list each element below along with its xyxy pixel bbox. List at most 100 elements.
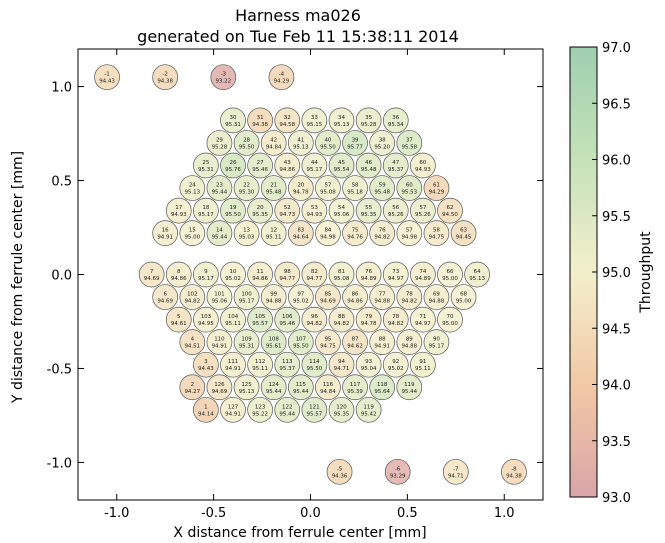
fiber-circle bbox=[355, 306, 382, 333]
fiber-number-label: -7 bbox=[453, 466, 459, 472]
fiber-circle bbox=[342, 175, 368, 201]
fiber-circle bbox=[369, 284, 396, 310]
fiber-number-label: 43 bbox=[284, 160, 291, 166]
fiber-value-label: 94.91 bbox=[225, 411, 241, 417]
fiber-value-label: 94.91 bbox=[212, 344, 228, 350]
colorbar-tick-label: 94.5 bbox=[602, 322, 631, 337]
fiber-circle bbox=[274, 396, 301, 423]
fiber-number-label: 41 bbox=[297, 137, 304, 143]
fiber-number-label: 86 bbox=[352, 292, 359, 298]
fiber-value-label: 94.62 bbox=[347, 344, 363, 350]
fiber-circle bbox=[382, 351, 409, 378]
fiber-value-label: 94.38 bbox=[157, 79, 173, 85]
colorbar-tick-label: 96.0 bbox=[602, 154, 631, 169]
fiber-circle bbox=[268, 64, 295, 91]
fiber-number-label: 98 bbox=[284, 269, 291, 275]
fiber-value-label: 95.58 bbox=[401, 144, 417, 150]
fiber-circle bbox=[328, 197, 355, 224]
fiber-circle bbox=[355, 197, 382, 224]
fiber-value-label: 94.36 bbox=[332, 473, 348, 479]
fiber-number-label: 11 bbox=[257, 269, 264, 275]
fiber-value-label: 94.88 bbox=[429, 299, 445, 305]
fiber-circle bbox=[274, 306, 301, 333]
fiber-value-label: 95.46 bbox=[279, 321, 295, 327]
fiber-number-label: 35 bbox=[365, 115, 372, 121]
fiber-circle bbox=[260, 175, 287, 201]
fiber-circle bbox=[233, 284, 260, 310]
fiber-number-label: 107 bbox=[296, 337, 307, 343]
fiber-value-label: 95.50 bbox=[293, 344, 309, 350]
fiber-circle bbox=[260, 130, 287, 156]
fiber-number-label: 68 bbox=[460, 292, 467, 298]
fiber-circle bbox=[193, 261, 219, 288]
fiber-number-label: 78 bbox=[406, 292, 413, 298]
fiber-marker: 995.17 bbox=[193, 261, 219, 288]
fiber-number-label: 44 bbox=[311, 160, 318, 166]
fiber-circle bbox=[423, 175, 450, 201]
fiber-value-label: 94.76 bbox=[347, 235, 363, 241]
fiber-circle bbox=[442, 458, 469, 485]
fiber-number-label: 38 bbox=[379, 137, 386, 143]
fiber-number-label: 109 bbox=[241, 337, 252, 343]
fiber-number-label: 118 bbox=[377, 382, 388, 388]
fiber-number-label: 57 bbox=[419, 205, 426, 211]
fiber-number-label: 24 bbox=[189, 183, 196, 189]
fiber-circle bbox=[396, 130, 423, 156]
fiber-number-label: 125 bbox=[241, 382, 252, 388]
y-tick-label: 1.0 bbox=[51, 81, 72, 96]
fiber-value-label: 95.13 bbox=[184, 190, 200, 196]
fiber-value-label: 95.44 bbox=[212, 190, 228, 196]
fiber-value-label: 95.35 bbox=[361, 212, 377, 218]
fiber-marker: 294.27 bbox=[179, 374, 206, 401]
y-tick-label: -1.0 bbox=[47, 456, 72, 471]
fiber-number-label: 115 bbox=[296, 382, 307, 388]
colorbar-tick-label: 96.5 bbox=[602, 97, 631, 112]
fiber-value-label: 94.69 bbox=[144, 276, 160, 282]
colorbar: 97.0 96.5 96.0 95.5 95.0 94.5 94.0 93.5 93.0 bbox=[569, 41, 631, 506]
fiber-circle bbox=[233, 220, 260, 247]
fiber-value-label: 95.17 bbox=[307, 167, 323, 173]
fiber-number-label: 37 bbox=[406, 137, 413, 143]
fiber-circle bbox=[94, 64, 120, 91]
fiber-circle bbox=[396, 374, 423, 401]
fiber-number-label: 127 bbox=[228, 404, 239, 410]
colorbar-tick-label: 95.0 bbox=[602, 266, 631, 281]
fiber-number-label: 13 bbox=[243, 228, 250, 234]
fiber-circle bbox=[410, 351, 436, 378]
fiber-value-label: 95.13 bbox=[239, 389, 255, 395]
fiber-marker: 694.69 bbox=[152, 284, 179, 310]
fiber-value-label: 95.54 bbox=[334, 167, 350, 173]
fiber-value-label: 94.38 bbox=[506, 473, 522, 479]
fiber-number-label: -3 bbox=[221, 72, 227, 78]
fiber-circle bbox=[328, 351, 355, 378]
fiber-circle bbox=[382, 152, 409, 179]
fiber-number-label: 20 bbox=[297, 183, 304, 189]
fiber-value-label: 95.15 bbox=[307, 122, 323, 128]
fiber-circle bbox=[274, 351, 301, 378]
fiber-number-label: 32 bbox=[284, 115, 291, 121]
fiber-value-label: 94.82 bbox=[388, 321, 404, 327]
fiber-number-label: 123 bbox=[255, 404, 266, 410]
fiber-number-label: 69 bbox=[433, 292, 440, 298]
fiber-circle bbox=[342, 130, 368, 156]
x-tick-label: 0.5 bbox=[397, 506, 418, 521]
fiber-value-label: 94.93 bbox=[415, 167, 431, 173]
fiber-value-label: 95.44 bbox=[266, 389, 282, 395]
